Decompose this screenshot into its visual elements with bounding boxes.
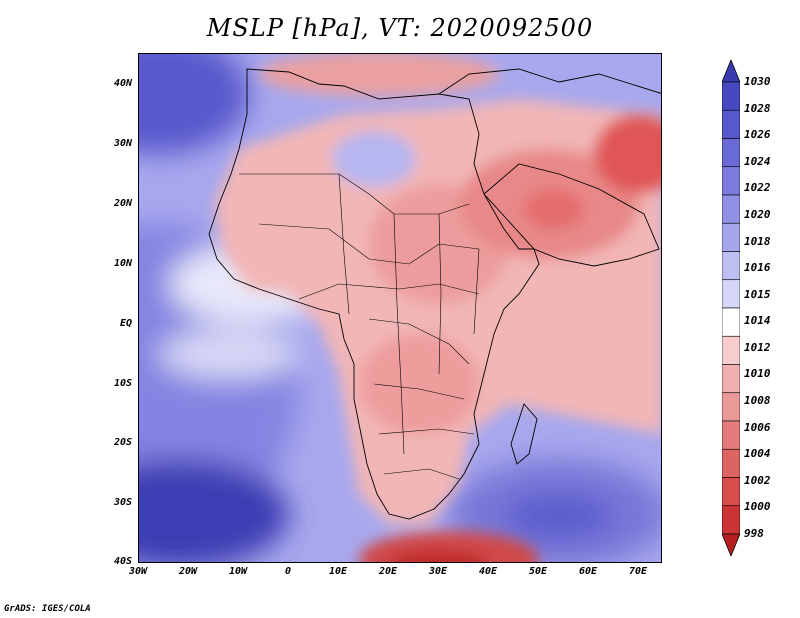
colorbar-segment [722,166,740,196]
colorbar-label: 998 [744,527,764,540]
colorbar-segment [722,420,740,450]
colorbar-label: 1026 [744,128,771,142]
colorbar-segment [722,477,740,507]
colorbar-segment [722,307,740,337]
colorbar-label: 1012 [744,340,771,354]
colorbar-label: 1024 [744,154,771,168]
coastlines [208,68,661,520]
indian-ocean-high-core [504,494,614,538]
lon-label: 50E [528,566,548,577]
pressure-field [139,54,661,562]
colorbar-segment [722,251,740,281]
eurasia-coast [438,68,661,95]
colorbar-segment [722,222,740,252]
colorbar-label: 1030 [744,75,771,88]
lon-label: 20E [378,566,398,577]
lon-label: 20W [178,566,198,577]
colorbar-label: 1006 [744,420,771,434]
lon-label: 60E [578,566,598,577]
colorbar-segment [722,505,740,535]
colorbar-label: 1022 [744,181,771,195]
south-atlantic-high-core [139,459,289,562]
colorbar-label: 1010 [744,367,771,381]
lon-label: 30W [128,566,148,577]
borders [239,173,480,480]
colorbar-segment [722,81,740,111]
lon-label: 30E [428,566,448,577]
colorbar-segment [722,279,740,309]
colorbar-segment [722,138,740,168]
lon-label: 10W [228,566,248,577]
colorbar-segment [722,364,740,394]
arabian-low-core [524,189,584,229]
colorbar-segment [722,109,740,139]
africa-coast [208,68,540,520]
lat-label: 10N [113,258,132,269]
colorbar-segment [722,448,740,478]
lat-label: 10S [113,378,132,389]
lat-label: 20N [113,198,132,209]
colorbar-segment [722,194,740,224]
southern-ocean-low-core [389,550,489,562]
colorbar-label: 1020 [744,207,771,221]
colorbar-label: 1028 [744,101,771,115]
lat-label: 40S [113,556,132,567]
azores-high [139,54,249,154]
colorbar-label: 1016 [744,261,771,275]
colorbar-top-arrow [722,60,740,83]
lon-label: 10E [328,566,348,577]
madagascar-coast [510,403,538,465]
pressure-map [138,53,662,563]
lat-label: 40N [113,78,132,89]
colorbar-label: 1000 [744,500,771,514]
colorbar-label: 1015 [744,287,771,301]
colorbar-label: 1008 [744,394,771,408]
arabia-coast [483,163,660,267]
lat-label: EQ [119,318,132,329]
colorbar-label: 1018 [744,234,771,248]
colorbar-label: 1004 [744,447,771,461]
map-title: MSLP [hPa], VT: 2020092500 [206,14,594,42]
colorbar-segment [722,392,740,422]
lat-label: 20S [113,437,132,448]
lon-label: 0 [284,566,292,577]
colorbar-label: 1014 [744,314,771,328]
credit-text: GrADS: IGES/COLA [4,604,91,614]
gulf-of-guinea-band [159,329,299,379]
central-africa-low [359,334,479,434]
lon-label: 70E [628,566,648,577]
mediterranean-low [259,54,499,96]
lat-label: 30N [113,138,132,149]
colorbar-segment [722,335,740,365]
saharan-high [332,131,416,187]
lon-label: 40E [478,566,498,577]
colorbar-bottom-arrow [722,533,740,556]
colorbar-label: 1002 [744,473,771,487]
lat-label: 30S [113,497,132,508]
colorbar [722,60,740,556]
iran-low-core [594,114,661,194]
